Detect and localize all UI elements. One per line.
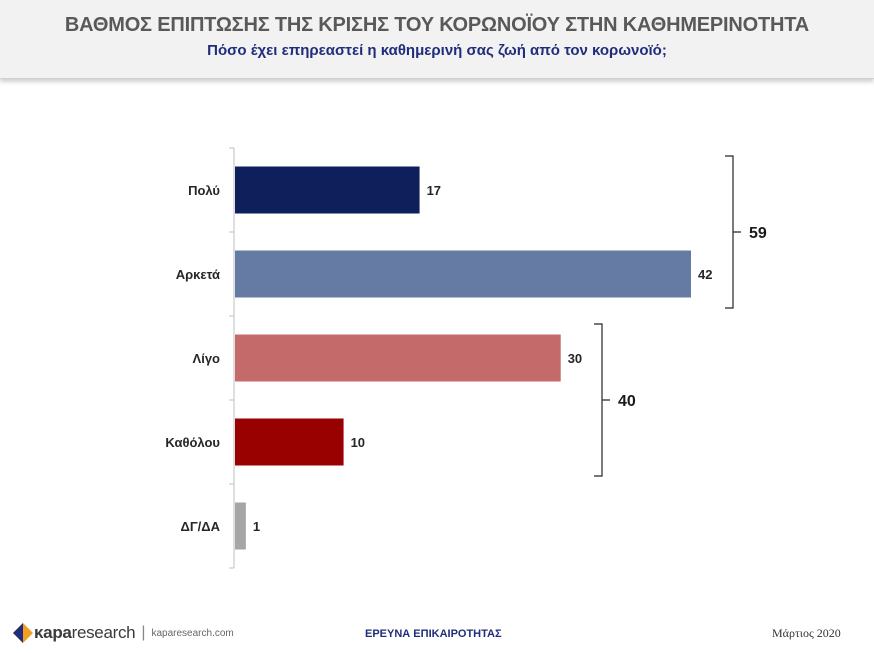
bar-2 — [235, 250, 691, 298]
group-bracket — [725, 155, 741, 309]
data-label: 1 — [253, 519, 260, 534]
data-label: 10 — [351, 435, 365, 450]
logo-brand-text: κapa — [34, 623, 72, 642]
bar-1 — [235, 166, 420, 214]
data-label: 30 — [568, 351, 582, 366]
survey-type-label: ΕΡΕΥΝΑ ΕΠΙΚΑΙΡΟΤΗΤΑΣ — [365, 628, 502, 640]
category-label: ΔΓ/ΔΑ — [180, 519, 220, 534]
bar-3 — [235, 334, 561, 382]
data-label: 42 — [698, 267, 712, 282]
group-total-label: 40 — [618, 393, 636, 410]
kapa-research-logo: κapa research | kaparesearch.com — [12, 620, 234, 646]
bar-4 — [235, 418, 344, 466]
bar-5 — [235, 502, 246, 550]
category-label: Πολύ — [188, 183, 220, 198]
logo-separator: | — [141, 624, 146, 641]
logo-mark-icon — [13, 623, 33, 643]
chart-subtitle: Πόσο έχει επηρεαστεί η καθημερινή σας ζω… — [207, 42, 667, 59]
category-label: Αρκετά — [176, 267, 220, 282]
group-bracket — [594, 323, 610, 477]
logo-research-text: research — [71, 623, 136, 642]
logo-url: kaparesearch.com — [151, 627, 234, 639]
group-total-label: 59 — [749, 225, 767, 242]
data-label: 17 — [427, 183, 441, 198]
category-label: Καθόλου — [165, 435, 220, 450]
header-bar: ΒΑΘΜΟΣ ΕΠΙΠΤΩΣΗΣ ΤΗΣ ΚΡΙΣΗΣ ΤΟΥ ΚΟΡΩΝΟΪΟ… — [0, 0, 874, 79]
bar-chart: Πολύ 17 Αρκετά 42 Λίγο 30 Καθόλου 10 ΔΓ/ΔΑ 1 59 40 — [165, 147, 767, 569]
survey-date: Μάρτιος 2020 — [772, 626, 841, 640]
chart-title: ΒΑΘΜΟΣ ΕΠΙΠΤΩΣΗΣ ΤΗΣ ΚΡΙΣΗΣ ΤΟΥ ΚΟΡΩΝΟΪΟ… — [64, 14, 810, 36]
category-label: Λίγο — [193, 351, 221, 366]
